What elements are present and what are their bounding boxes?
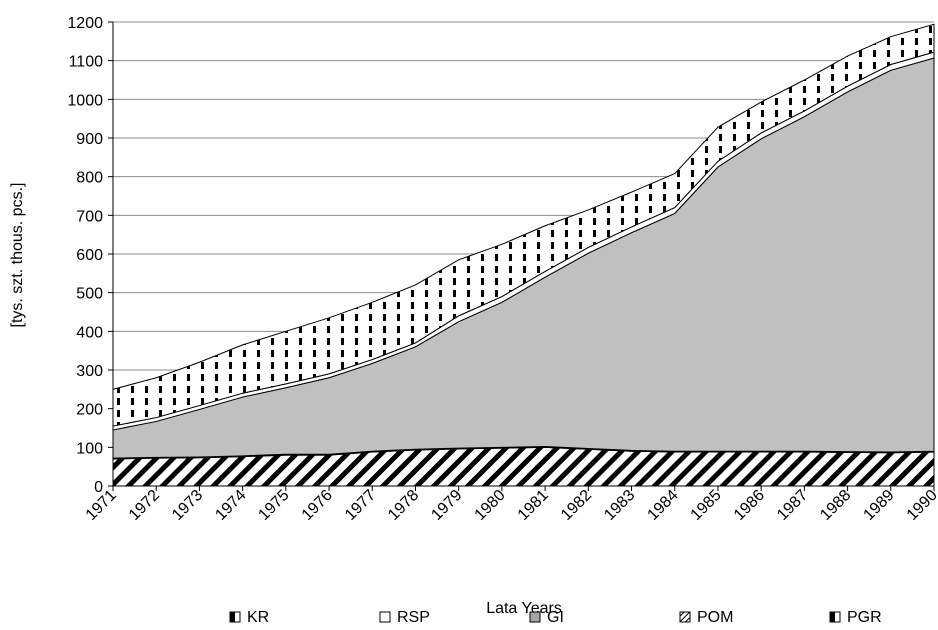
area-series bbox=[112, 23, 935, 487]
legend-swatch bbox=[379, 611, 391, 623]
legend-item-gi: GI bbox=[529, 609, 564, 626]
legend-swatch bbox=[229, 611, 241, 623]
y-tick-label: 700 bbox=[76, 208, 103, 225]
area-kr bbox=[112, 23, 935, 427]
y-tick-label: 600 bbox=[76, 247, 103, 264]
y-tick-label: 500 bbox=[76, 286, 103, 303]
x-tick-label: 1980 bbox=[472, 487, 509, 524]
x-tick-label: 1982 bbox=[558, 487, 595, 524]
y-tick-labels: 0 100 200 300 400 500 600 700 800 900 1000 1100 1200 bbox=[67, 15, 103, 496]
axes bbox=[108, 21, 935, 491]
x-tick-label: 1977 bbox=[342, 487, 379, 524]
x-tick-label: 1986 bbox=[731, 487, 768, 524]
y-tick-label: 1200 bbox=[67, 15, 103, 32]
y-tick-label: 100 bbox=[76, 440, 103, 457]
y-tick-label: 400 bbox=[76, 324, 103, 341]
legend: KR RSP GI POM PGR bbox=[229, 609, 882, 626]
x-tick-label: 1981 bbox=[515, 487, 552, 524]
x-tick-label: 1983 bbox=[601, 487, 638, 524]
legend-label: KR bbox=[247, 609, 269, 626]
x-tick-label: 1976 bbox=[299, 487, 336, 524]
legend-swatch bbox=[529, 611, 541, 623]
x-tick-labels: 1971 1972 1973 1974 1975 1976 1977 1978 1979 1980… bbox=[83, 487, 938, 524]
x-tick-label: 1971 bbox=[83, 487, 120, 524]
y-axis-title: [tys. szt. thous. pcs.] bbox=[9, 183, 26, 328]
legend-label: RSP bbox=[397, 609, 430, 626]
y-tick-label: 1100 bbox=[69, 54, 104, 71]
x-tick-label: 1988 bbox=[817, 487, 854, 524]
x-tick-label: 1978 bbox=[385, 487, 422, 524]
legend-item-kr: KR bbox=[229, 609, 269, 626]
y-tick-label: 1000 bbox=[67, 92, 103, 109]
x-tick-label: 1984 bbox=[644, 487, 681, 524]
legend-item-rsp: RSP bbox=[379, 609, 430, 626]
y-tick-label: 200 bbox=[76, 402, 103, 419]
legend-swatch bbox=[829, 611, 841, 623]
legend-item-pom: POM bbox=[679, 609, 733, 626]
x-tick-label: 1972 bbox=[126, 487, 163, 524]
legend-label: PGR bbox=[847, 609, 882, 626]
x-axis-title: Lata Years bbox=[486, 600, 562, 617]
x-tick-label: 1974 bbox=[212, 487, 249, 524]
legend-swatch bbox=[679, 611, 691, 623]
x-tick-label: 1973 bbox=[169, 487, 206, 524]
legend-label: GI bbox=[547, 609, 564, 626]
y-tick-label: 800 bbox=[76, 170, 103, 187]
y-tick-label: 900 bbox=[76, 131, 103, 148]
x-tick-label: 1987 bbox=[774, 487, 811, 524]
x-tick-label: 1990 bbox=[904, 487, 938, 524]
y-tick-label: 0 bbox=[94, 479, 103, 496]
x-tick-label: 1989 bbox=[860, 487, 897, 524]
legend-item-pgr: PGR bbox=[829, 609, 882, 626]
x-tick-label: 1975 bbox=[255, 487, 292, 524]
legend-label: POM bbox=[697, 609, 733, 626]
x-tick-label: 1979 bbox=[428, 487, 465, 524]
y-tick-label: 300 bbox=[76, 363, 103, 380]
x-tick-label: 1985 bbox=[688, 487, 725, 524]
